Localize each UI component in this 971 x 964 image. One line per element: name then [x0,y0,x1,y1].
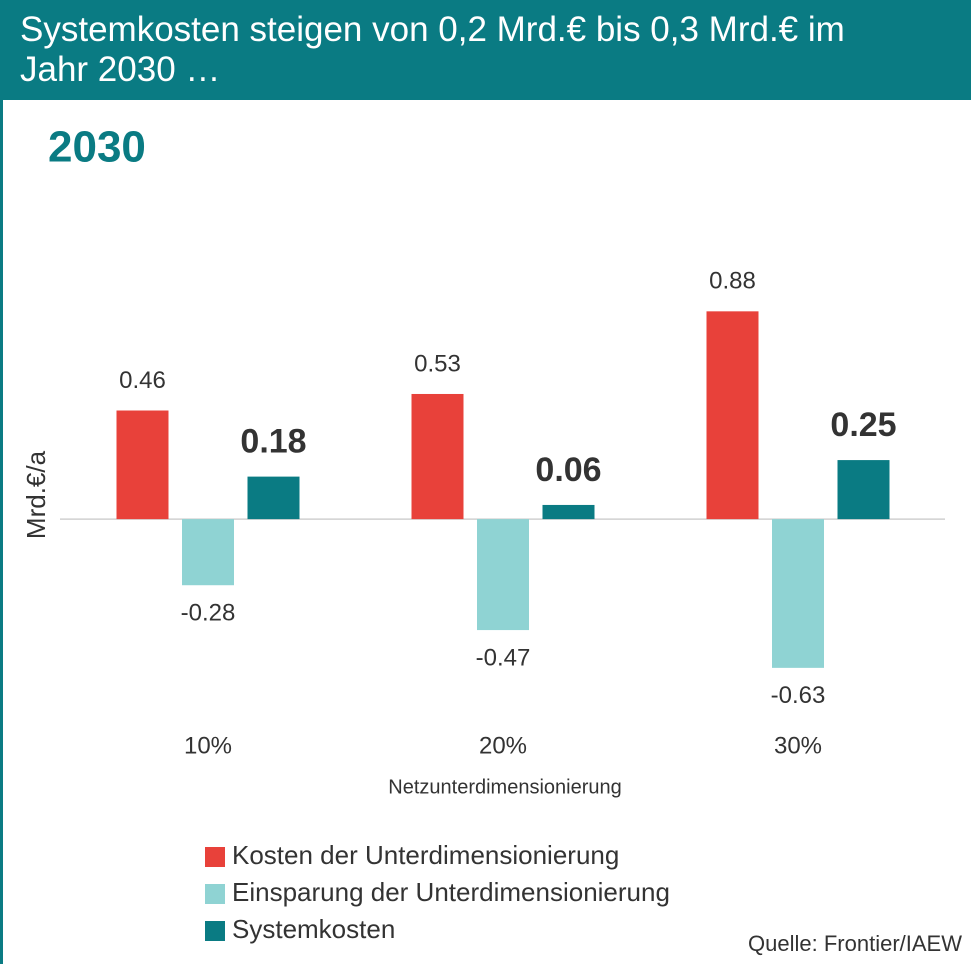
header: Systemkosten steigen von 0,2 Mrd.€ bis 0… [0,0,971,100]
legend-label: Kosten der Unterdimensionierung [232,840,619,870]
bar [837,460,890,520]
data-label: 0.88 [709,268,756,295]
legend-label: Systemkosten [232,914,395,944]
data-label: -0.28 [181,600,236,627]
bar [411,393,464,520]
bar [247,476,300,520]
bar [706,311,759,520]
data-label: 0.25 [830,406,896,444]
x-tick-label: 30% [774,732,822,759]
bar [116,410,169,520]
legend-label: Einsparung der Unterdimensionierung [232,877,670,907]
data-label: -0.63 [771,682,826,709]
left-border [0,0,3,964]
bar [542,504,595,520]
x-axis-label: Netzunterdimensionierung [388,776,621,798]
y-axis-label: Mrd.€/a [21,450,51,539]
bar [772,519,824,668]
data-label: 0.06 [535,451,601,489]
data-label: -0.47 [476,644,531,671]
legend-swatch [205,921,225,941]
data-label: 0.46 [119,367,166,394]
data-label: 0.53 [414,350,461,377]
legend-swatch [205,847,225,867]
source: Quelle: Frontier/IAEW [748,931,962,956]
x-tick-label: 10% [184,732,232,759]
chart-title: Systemkosten steigen von 0,2 Mrd.€ bis 0… [20,10,845,89]
bar [182,519,234,586]
data-label: 0.18 [240,423,306,461]
legend-swatch [205,884,225,904]
bar [477,519,529,631]
x-tick-label: 20% [479,732,527,759]
chart-subtitle: 2030 [48,123,146,172]
